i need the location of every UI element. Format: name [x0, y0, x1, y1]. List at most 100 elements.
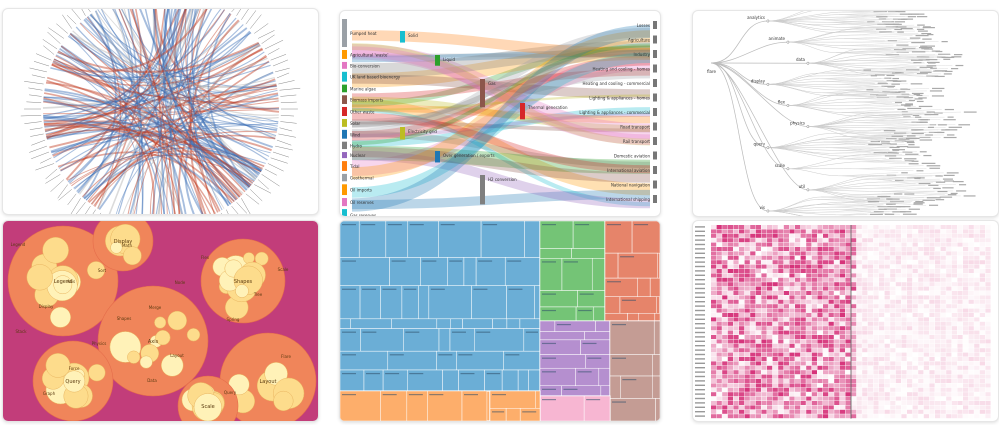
heatmap-cell	[856, 401, 862, 405]
heatmap-cell	[979, 229, 985, 234]
heatmap-cell	[750, 401, 756, 405]
heatmap-cell	[733, 357, 739, 361]
dendrogram-node-label: analytics	[747, 15, 765, 20]
bundled-edge	[55, 45, 261, 163]
heatmap-cell	[828, 313, 834, 317]
heatmap-cell	[957, 405, 962, 409]
heatmap-cell	[951, 282, 957, 287]
heatmap-cell	[968, 387, 974, 392]
heatmap-cell	[923, 282, 929, 287]
heatmap-cell	[951, 330, 957, 335]
sankey-node	[480, 79, 485, 108]
dendrogram-link	[860, 154, 903, 155]
heatmap-cell	[811, 295, 817, 300]
dendrogram-leaf-label	[945, 129, 958, 131]
heatmap-cell	[716, 255, 722, 260]
heatmap-cell	[772, 308, 778, 313]
heatmap-cell	[800, 370, 806, 375]
bundled-edge	[60, 24, 244, 81]
heatmap-cell	[744, 286, 750, 291]
bundled-edge	[70, 31, 251, 78]
heatmap-cell	[755, 409, 761, 414]
bundled-edge	[43, 96, 262, 173]
heatmap-cell	[839, 260, 845, 265]
heatmap-cell	[968, 357, 974, 361]
heatmap-cell	[817, 229, 823, 234]
bundled-edge	[164, 9, 276, 140]
dendrogram-leaf-label	[906, 135, 916, 137]
treemap-cell	[609, 320, 655, 355]
heatmap-cell	[940, 277, 946, 282]
heatmap-cell	[845, 352, 851, 357]
treemap-cell	[442, 369, 459, 392]
bundled-edge	[43, 97, 235, 203]
dendrogram-link	[836, 108, 905, 110]
bundled-edge	[45, 9, 226, 136]
treemap-cell-label	[578, 309, 592, 312]
heatmap-cell	[862, 234, 867, 238]
heatmap-cell	[935, 361, 941, 366]
heatmap-cell	[783, 317, 789, 322]
heatmap-cell	[873, 374, 879, 379]
heatmap-cell	[789, 326, 795, 331]
heatmap-cell	[811, 335, 817, 339]
leaf-label	[278, 133, 296, 138]
heatmap-cell	[867, 273, 873, 278]
heatmap-cell	[884, 277, 890, 282]
heatmap-cell	[941, 229, 946, 233]
heatmap-cell	[895, 308, 901, 313]
heatmap-cell	[811, 379, 817, 383]
heatmap-cell	[929, 255, 935, 260]
sankey-link	[351, 94, 651, 112]
heatmap-cell	[856, 225, 862, 229]
sankey-panel: Pumped heat Agricultural 'waste' Bio-conve…	[339, 10, 661, 217]
heatmap-cell	[974, 405, 980, 410]
heatmap-cell	[851, 397, 856, 401]
heatmap-cell	[783, 361, 789, 366]
heatmap-cell	[951, 335, 957, 339]
heatmap-cell	[755, 396, 761, 401]
treemap-cell	[561, 385, 602, 397]
heatmap-cell	[884, 379, 890, 383]
heatmap-cell	[800, 295, 806, 300]
treemap-cell	[585, 354, 611, 369]
heatmap-cell	[940, 370, 946, 375]
heatmap-cell	[974, 379, 980, 383]
sankey-node	[342, 19, 347, 47]
dendrogram-link	[862, 41, 939, 43]
heatmap-cell	[828, 260, 834, 265]
heatmap-cell	[778, 269, 784, 273]
sankey-node-label: H2 conversion	[488, 177, 517, 182]
heatmap-cell	[873, 321, 879, 326]
heatmap-cell	[957, 308, 963, 313]
bundled-edge	[133, 13, 231, 214]
heatmap-cell	[750, 396, 756, 401]
dendrogram-link	[882, 114, 928, 116]
dendrogram-link	[861, 137, 904, 143]
bundled-edge	[207, 12, 251, 188]
dendrogram-node-label: physics	[790, 121, 805, 126]
heatmap-cell	[839, 282, 845, 287]
heatmap-cell	[923, 330, 929, 335]
heatmap-cell	[918, 396, 924, 401]
row-label	[695, 415, 705, 417]
heatmap-cell	[851, 264, 857, 269]
treemap-cell-label	[486, 372, 501, 375]
heatmap-cell	[767, 335, 773, 339]
bundled-edge	[191, 9, 250, 189]
heatmap-cell	[733, 370, 739, 375]
dendrogram-leaf-label	[888, 23, 902, 25]
heatmap-cell	[851, 352, 857, 357]
heatmap-cell	[890, 265, 895, 269]
heatmap-cell	[985, 286, 991, 291]
heatmap-cell	[761, 357, 767, 361]
bundled-edge	[158, 9, 177, 214]
heatmap-cell	[946, 339, 952, 344]
heatmap-cell	[963, 396, 969, 401]
heatmap-cell	[884, 225, 890, 229]
dendrogram-link	[879, 184, 956, 186]
heatmap-cell	[755, 269, 761, 273]
heatmap-cell	[918, 330, 924, 335]
heatmap-cell	[834, 387, 840, 392]
treemap-cell-label	[382, 288, 397, 290]
